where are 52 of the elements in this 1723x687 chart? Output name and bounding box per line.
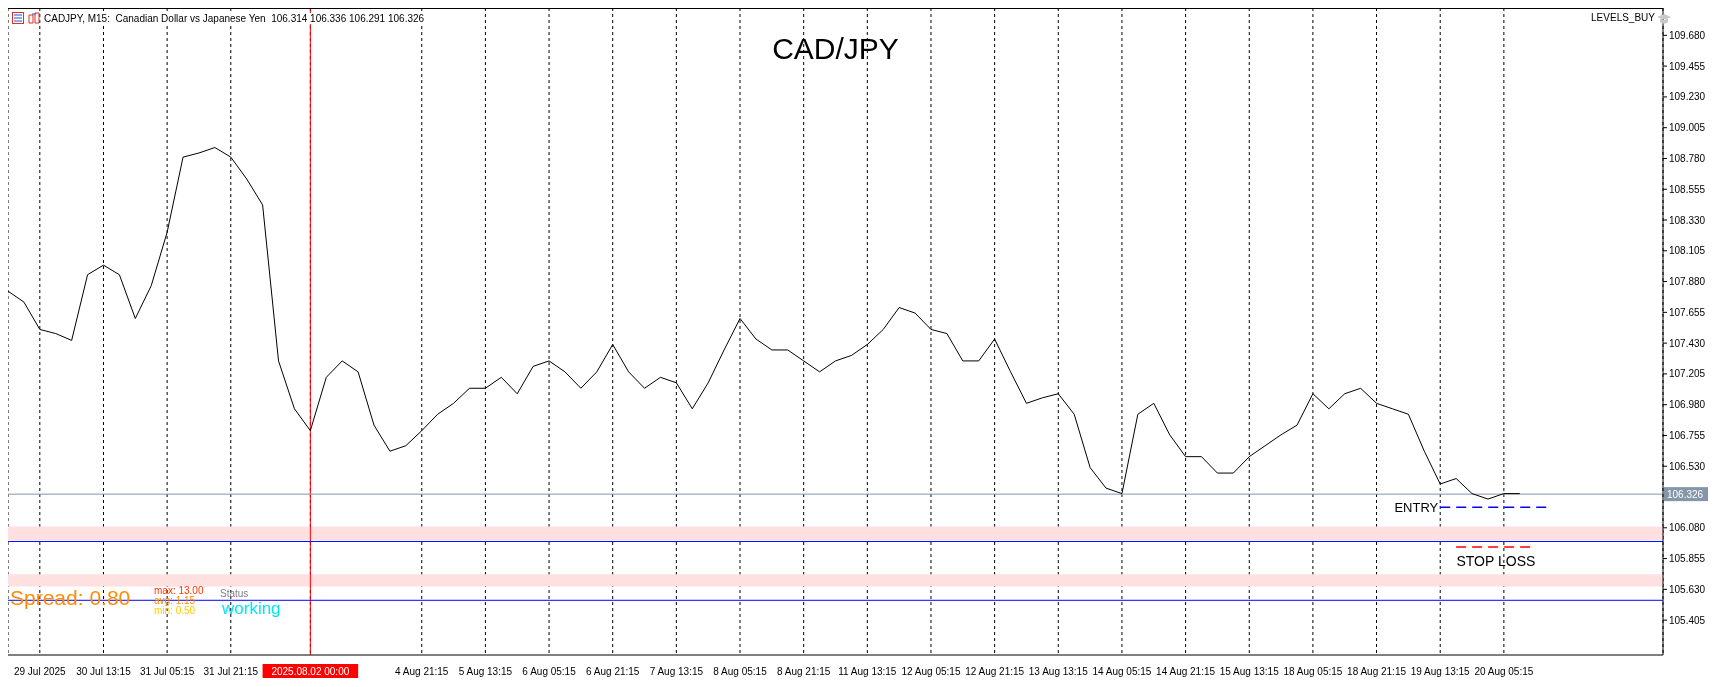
- x-tick-label: 7 Aug 13:15: [649, 666, 704, 677]
- x-tick-label: 31 Jul 05:15: [139, 666, 195, 677]
- x-tick-label: 18 Aug 21:15: [1347, 666, 1407, 677]
- y-tick-label: 108.555: [1669, 183, 1706, 195]
- y-tick-label: 109.230: [1669, 91, 1706, 103]
- y-tick-label: 109.680: [1669, 29, 1706, 41]
- x-tick-label: 30 Jul 13:15: [76, 666, 132, 677]
- y-tick-label: 108.105: [1669, 245, 1706, 257]
- y-tick-label: 106.980: [1669, 399, 1706, 411]
- x-tick-label: 12 Aug 05:15: [901, 666, 961, 677]
- x-tick-label: 4 Aug 21:15: [395, 666, 449, 677]
- x-tick-label: 14 Aug 21:15: [1156, 666, 1216, 677]
- ref-line-label: 106.326: [1667, 489, 1704, 501]
- y-tick-label: 105.630: [1669, 583, 1706, 595]
- annotation: Status: [220, 588, 249, 599]
- x-tick-label: 11 Aug 13:15: [838, 666, 897, 677]
- y-tick-label: 106.755: [1669, 430, 1706, 442]
- y-tick-label: 105.405: [1669, 614, 1706, 626]
- ref-line-label: ENTRY: [1394, 500, 1439, 516]
- x-tick-label: 31 Jul 21:15: [203, 666, 259, 677]
- x-tick-label: 20 Aug 05:15: [1474, 666, 1534, 677]
- x-tick-label: 8 Aug 05:15: [713, 666, 768, 677]
- x-tick-label: 2025.08.02 00:00: [271, 666, 350, 677]
- y-tick-label: 106.530: [1669, 460, 1706, 472]
- text: CAD/JPY: [771, 32, 900, 66]
- y-tick-label: 107.880: [1669, 276, 1706, 288]
- x-tick-label: 5 Aug 13:15: [458, 666, 513, 677]
- x-tick-label: 6 Aug 05:15: [522, 666, 577, 677]
- annotation: min: 0.50: [154, 605, 196, 616]
- x-tick-label: 15 Aug 13:15: [1219, 666, 1280, 677]
- annotation: max: 13.00: [154, 585, 204, 596]
- chart-subtitle: CADJPY, M15: Canadian Dollar vs Japanese Yen 106.314 106.336 106.291 106.326: [44, 12, 425, 24]
- x-tick-label: 14 Aug 05:15: [1092, 666, 1152, 677]
- x-tick-label: 12 Aug 21:15: [965, 666, 1025, 677]
- y-tick-label: 106.080: [1669, 522, 1706, 534]
- annotation: working: [222, 599, 281, 619]
- x-tick-label: 13 Aug 13:15: [1028, 666, 1089, 677]
- y-tick-label: 109.005: [1669, 122, 1706, 134]
- x-tick-label: 29 Jul 2025: [13, 666, 67, 677]
- y-tick-label: 107.430: [1669, 337, 1706, 349]
- y-tick-label: 109.455: [1669, 60, 1706, 72]
- y-tick-label: 108.330: [1669, 214, 1706, 226]
- y-tick-label: 105.855: [1669, 553, 1706, 565]
- x-tick-label: 18 Aug 05:15: [1283, 666, 1343, 677]
- x-tick-label: 6 Aug 21:15: [586, 666, 640, 677]
- y-tick-label: 107.205: [1669, 368, 1706, 380]
- ref-line-label: STOP LOSS: [1456, 552, 1536, 569]
- y-tick-label: 108.780: [1669, 153, 1706, 165]
- x-tick-label: 8 Aug 21:15: [776, 666, 831, 677]
- y-tick-label: 107.655: [1669, 306, 1706, 318]
- annotation: LEVELS_BUY: [1591, 12, 1655, 23]
- x-tick-label: 19 Aug 13:15: [1410, 666, 1471, 677]
